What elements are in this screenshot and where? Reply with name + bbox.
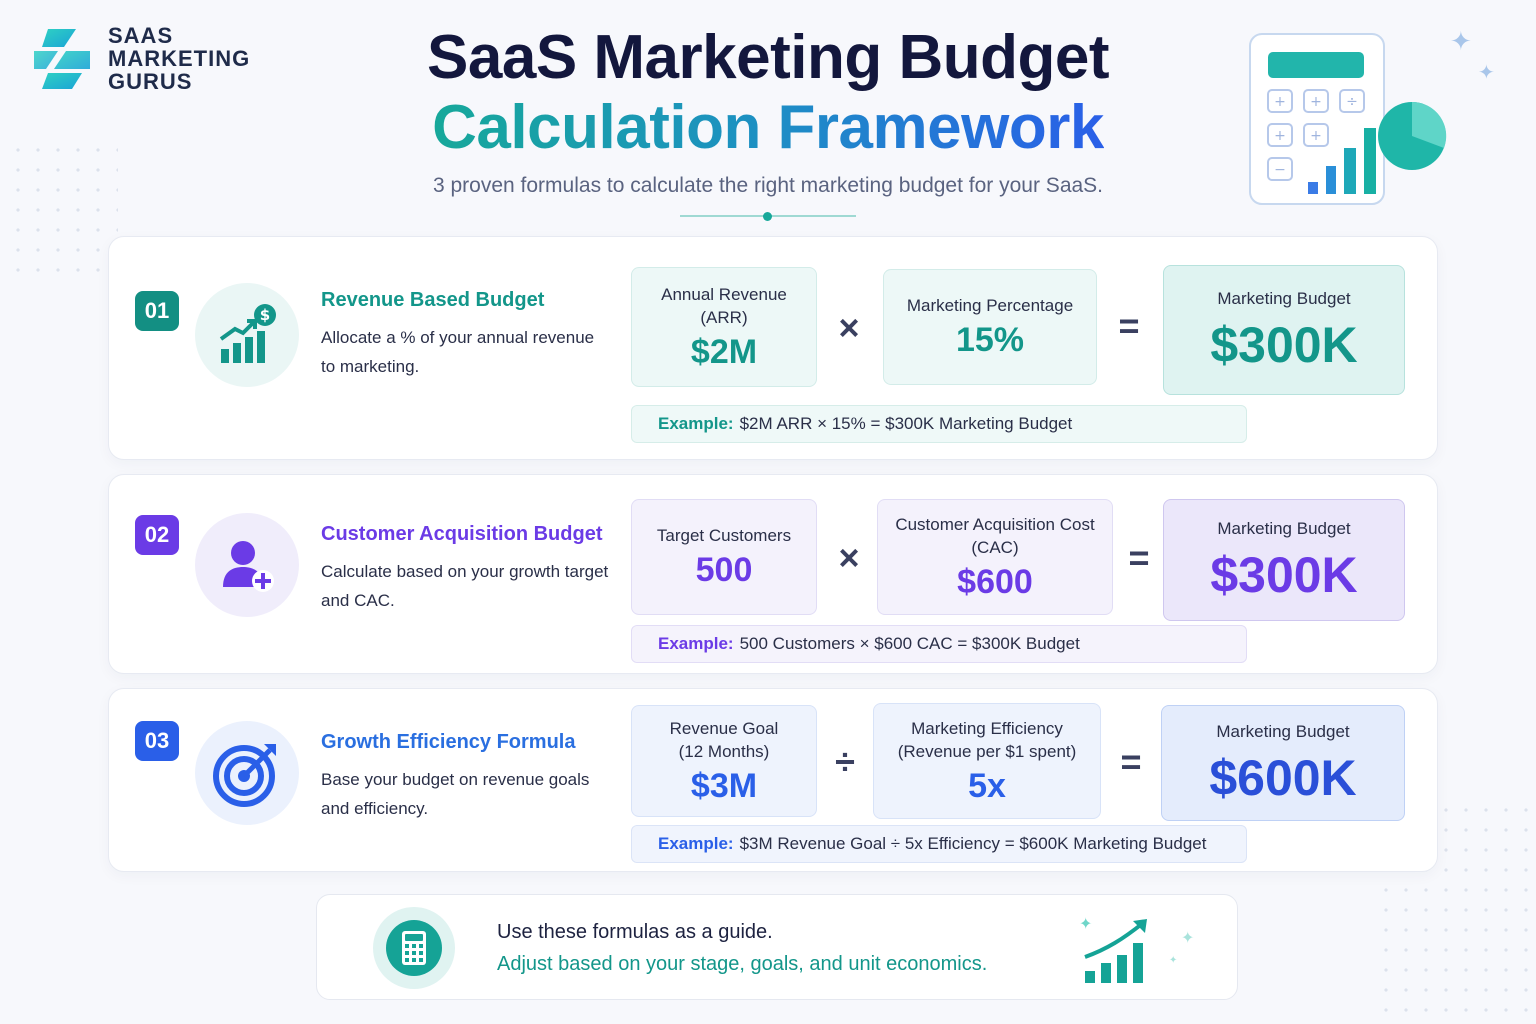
input-box-arr: Annual Revenue (ARR) $2M xyxy=(631,267,817,387)
footer-line2: Adjust based on your stage, goals, and u… xyxy=(497,953,988,975)
multiply-operator: × xyxy=(838,537,860,578)
formula-description: Base your budget on revenue goals and ef… xyxy=(321,770,590,818)
growth-chart-icon: ✦ ✦ ✦ xyxy=(1079,914,1194,983)
example-bar: Example: 500 Customers × $600 CAC = $300… xyxy=(631,625,1247,663)
equals-operator: = xyxy=(1118,305,1140,346)
result-box: Marketing Budget $600K xyxy=(1161,705,1405,821)
input-value: 500 xyxy=(695,551,753,589)
input-box-cac: Customer Acquisition Cost (CAC) $600 xyxy=(877,499,1113,615)
user-icon-circle xyxy=(195,513,299,617)
input-value: 15% xyxy=(955,321,1025,359)
formula-number: 03 xyxy=(135,721,179,761)
logo-wordmark: SAAS MARKETING GURUS xyxy=(108,24,250,93)
formula-description: Allocate a % of your annual revenue to m… xyxy=(321,328,595,376)
example-text: 500 Customers × $600 CAC = $300K Budget xyxy=(739,634,1080,653)
input-box-percentage: Marketing Percentage 15% xyxy=(883,269,1097,385)
input-box-revenue-goal: Revenue Goal (12 Months) $3M xyxy=(631,705,817,817)
formula-title: Revenue Based Budget xyxy=(321,289,545,311)
logo-line: MARKETING xyxy=(108,46,251,71)
input-value: 5x xyxy=(968,766,1006,805)
svg-text:✦: ✦ xyxy=(1079,914,1092,933)
logo-icon xyxy=(34,28,90,89)
formula-card-growth-efficiency: 03 Growth Efficiency Formula Base your b… xyxy=(108,688,1438,872)
result-value: $300K xyxy=(1210,546,1358,603)
result-label: Marketing Budget xyxy=(1217,518,1351,538)
input-label: Marketing Efficiency (Revenue per $1 spe… xyxy=(897,718,1077,761)
input-value: $3M xyxy=(690,766,758,805)
sparkle-icon: ✦ xyxy=(1450,26,1472,56)
page-title-line2-text: Calculation Framework xyxy=(432,93,1104,162)
result-value: $600K xyxy=(1209,749,1357,806)
divide-operator: ÷ xyxy=(835,741,855,782)
example-text: $3M Revenue Goal ÷ 5x Efficiency = $600K… xyxy=(739,834,1207,853)
example-bar: Example: $2M ARR × 15% = $300K Marketing… xyxy=(631,405,1247,443)
svg-text:✦: ✦ xyxy=(1169,955,1177,966)
svg-text:✦: ✦ xyxy=(1181,928,1194,947)
calculator-icon xyxy=(386,920,442,976)
result-box: Marketing Budget $300K xyxy=(1163,499,1405,621)
revenue-chart-dollar-icon: $ xyxy=(219,304,276,363)
svg-text:+: + xyxy=(1310,128,1322,144)
result-label: Marketing Budget xyxy=(1216,721,1350,741)
page-title-line2: Calculation Framework xyxy=(0,92,1536,163)
calculator-chart-illustration: + + ÷ + + − xyxy=(1249,33,1447,205)
svg-text:+: + xyxy=(1274,128,1286,144)
formula-title: Growth Efficiency Formula xyxy=(321,731,576,753)
input-label: Revenue Goal (12 Months) xyxy=(669,718,779,761)
revenue-icon-circle: $ xyxy=(195,283,299,387)
multiply-operator: × xyxy=(838,307,860,348)
example-label: Example: xyxy=(658,414,734,433)
formula-number: 02 xyxy=(135,515,179,555)
result-box: Marketing Budget $300K xyxy=(1163,265,1405,395)
logo-line: GURUS xyxy=(108,69,193,94)
formula-card-cac: 02 Customer Acquisition Budget Calculate… xyxy=(108,474,1438,674)
formula-title: Customer Acquisition Budget xyxy=(321,523,603,545)
sparkle-icon: ✦ xyxy=(1478,62,1495,84)
input-box-target-customers: Target Customers 500 xyxy=(631,499,817,615)
input-value: $600 xyxy=(957,562,1033,601)
svg-text:+: + xyxy=(1274,94,1286,110)
input-label: Annual Revenue (ARR) xyxy=(661,284,787,327)
calculator-icon-circle xyxy=(373,907,455,989)
header-divider-dot xyxy=(763,212,772,221)
svg-text:−: − xyxy=(1274,162,1286,178)
footer-line1: Use these formulas as a guide. xyxy=(497,921,773,943)
logo-line: SAAS xyxy=(108,23,174,48)
example-bar: Example: $3M Revenue Goal ÷ 5x Efficienc… xyxy=(631,825,1247,863)
example-text: $2M ARR × 15% = $300K Marketing Budget xyxy=(739,414,1073,433)
input-label: Marketing Percentage xyxy=(906,296,1074,315)
footer-note: Use these formulas as a guide. Adjust ba… xyxy=(316,894,1238,1000)
input-label: Customer Acquisition Cost (CAC) xyxy=(895,514,1095,557)
equals-operator: = xyxy=(1120,741,1142,782)
page-subtitle: 3 proven formulas to calculate the right… xyxy=(432,174,1104,197)
svg-text:$: $ xyxy=(260,306,270,324)
result-label: Marketing Budget xyxy=(1217,288,1351,308)
equals-operator: = xyxy=(1128,537,1150,578)
result-value: $300K xyxy=(1210,316,1358,373)
target-icon xyxy=(213,744,276,807)
add-user-icon xyxy=(223,541,274,592)
target-icon-circle xyxy=(195,721,299,825)
formula-card-revenue: 01 $ Revenue Based Budget Allocate a % o… xyxy=(108,236,1438,460)
dot-pattern-left xyxy=(8,140,118,280)
example-label: Example: xyxy=(658,834,734,853)
svg-text:÷: ÷ xyxy=(1346,94,1358,110)
brand-logo[interactable]: SAAS MARKETING GURUS xyxy=(28,24,250,93)
formula-number: 01 xyxy=(135,291,179,331)
svg-text:+: + xyxy=(1310,94,1322,110)
input-value: $2M xyxy=(690,332,758,371)
formula-description: Calculate based on your growth target an… xyxy=(321,562,609,610)
input-box-efficiency: Marketing Efficiency (Revenue per $1 spe… xyxy=(873,703,1101,819)
page-title-line1: SaaS Marketing Budget xyxy=(427,23,1109,92)
input-label: Target Customers xyxy=(656,526,792,545)
example-label: Example: xyxy=(658,634,734,653)
